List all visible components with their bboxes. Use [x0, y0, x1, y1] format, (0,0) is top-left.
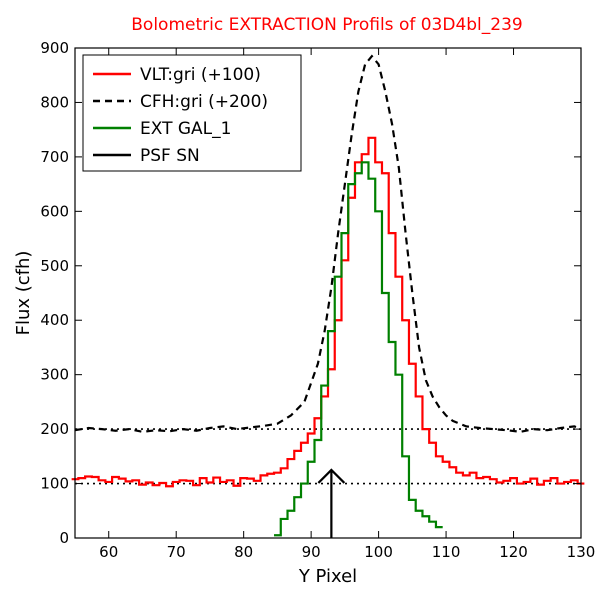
- series-line-0: [71, 136, 585, 488]
- y-axis: 0 100 200 300 400 500 600 700 800 900: [40, 39, 581, 547]
- y-tick-label-700: 700: [40, 148, 69, 166]
- x-tick-label-70: 70: [167, 543, 186, 561]
- x-tick-label-120: 120: [499, 543, 528, 561]
- reference-lines: [75, 428, 581, 485]
- x-tick-label-90: 90: [302, 543, 321, 561]
- legend-label-cfh: CFH:gri (+200): [140, 92, 268, 112]
- legend-label-psf: PSF SN: [140, 146, 200, 166]
- series-line-1: [74, 54, 582, 433]
- y-tick-label-100: 100: [40, 475, 69, 493]
- y-tick-label-500: 500: [40, 257, 69, 275]
- y-tick-label-300: 300: [40, 366, 69, 384]
- y-tick-label-400: 400: [40, 311, 69, 329]
- y-tick-label-200: 200: [40, 420, 69, 438]
- legend: VLT:gri (+100) CFH:gri (+200) EXT GAL_1 …: [82, 54, 302, 172]
- psf-arrow-head: [317, 468, 346, 484]
- y-tick-label-900: 900: [40, 39, 69, 57]
- y-tick-label-0: 0: [59, 529, 69, 547]
- legend-label-vlt: VLT:gri (+100): [140, 65, 261, 85]
- y-tick-label-600: 600: [40, 202, 69, 220]
- plot-frame: [74, 47, 582, 539]
- series-layer: [71, 54, 585, 538]
- x-tick-label-100: 100: [364, 543, 393, 561]
- y-axis-label: Flux (cfh): [13, 251, 34, 336]
- legend-label-ext: EXT GAL_1: [140, 119, 231, 139]
- x-tick-label-110: 110: [432, 543, 461, 561]
- x-tick-label-130: 130: [567, 543, 596, 561]
- x-axis: 60 70 80 90 100 110 120 130: [99, 48, 595, 561]
- x-tick-label-60: 60: [99, 543, 118, 561]
- x-axis-label: Y Pixel: [298, 566, 357, 587]
- x-tick-label-80: 80: [234, 543, 253, 561]
- chart-title: Bolometric EXTRACTION Profils of 03D4bl_…: [131, 15, 522, 35]
- series-line-2: [274, 161, 443, 537]
- y-tick-label-800: 800: [40, 93, 69, 111]
